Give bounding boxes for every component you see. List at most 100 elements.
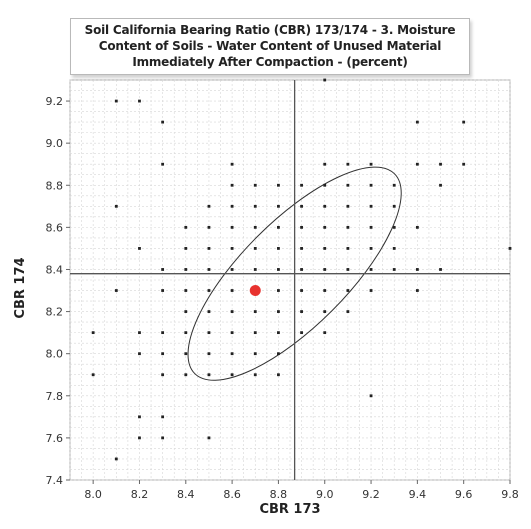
data-point <box>415 225 419 229</box>
x-axis-label: CBR 173 <box>259 502 320 517</box>
grid <box>69 79 511 481</box>
data-point <box>346 268 350 271</box>
data-point <box>392 204 396 208</box>
data-points <box>91 78 512 461</box>
data-point <box>392 183 396 187</box>
data-point <box>253 373 257 377</box>
data-point <box>230 268 234 271</box>
data-point <box>161 373 165 377</box>
chart-title: Soil California Bearing Ratio (CBR) 173/… <box>70 18 470 75</box>
data-point <box>114 204 118 208</box>
data-point <box>462 120 466 124</box>
y-tick-label: 8.2 <box>46 306 64 319</box>
data-point <box>114 457 118 461</box>
data-point <box>207 310 211 313</box>
data-point <box>323 331 327 335</box>
data-point <box>323 204 327 208</box>
data-point <box>277 310 280 313</box>
data-point <box>439 183 442 187</box>
data-point <box>161 415 165 419</box>
data-point <box>207 247 211 250</box>
data-point <box>415 162 419 166</box>
data-point <box>184 331 188 335</box>
data-point <box>161 289 165 292</box>
data-point <box>138 247 141 250</box>
data-point <box>253 310 257 313</box>
data-point <box>161 120 165 124</box>
y-tick-label: 8.0 <box>46 348 64 361</box>
data-point <box>184 225 188 229</box>
data-point <box>346 225 350 229</box>
data-point <box>138 352 141 356</box>
data-point <box>277 268 280 271</box>
x-tick-label: 8.0 <box>84 488 102 501</box>
crosshair <box>70 80 510 480</box>
data-point <box>346 204 350 208</box>
y-tick-label: 8.6 <box>46 221 64 234</box>
data-point <box>161 436 165 440</box>
highlight-layer <box>249 285 261 297</box>
data-point <box>369 162 373 166</box>
data-point <box>369 289 373 292</box>
data-point <box>230 162 234 166</box>
data-point <box>323 162 327 166</box>
data-point <box>300 204 303 208</box>
data-point <box>207 268 211 271</box>
data-point <box>184 247 188 250</box>
data-point <box>184 268 188 271</box>
data-point <box>207 289 211 292</box>
data-point <box>323 78 327 82</box>
data-point <box>253 183 257 187</box>
y-axis-ticks: 7.4 7.6 7.8 8.0 8.2 8.4 8.6 8.8 9.0 9.2 <box>46 95 70 487</box>
data-point <box>277 225 280 229</box>
data-point <box>277 183 280 187</box>
data-point <box>138 331 141 335</box>
data-point <box>114 289 118 292</box>
data-point <box>253 268 257 271</box>
data-point <box>346 247 350 250</box>
data-point <box>161 352 165 356</box>
data-point <box>392 268 396 271</box>
data-point <box>323 183 327 187</box>
x-axis-ticks: 8.0 8.2 8.4 8.6 8.8 9.0 9.2 9.4 9.6 9.8 <box>84 480 519 501</box>
data-point <box>114 99 118 103</box>
data-point <box>161 268 165 271</box>
confidence-ellipse <box>187 166 402 381</box>
data-point <box>207 204 211 208</box>
data-point <box>323 268 327 271</box>
data-point <box>300 247 303 250</box>
data-point <box>415 289 419 292</box>
data-point <box>207 436 211 440</box>
data-point <box>300 331 303 335</box>
data-point <box>138 99 141 103</box>
data-point <box>230 352 234 356</box>
data-point <box>392 225 396 229</box>
x-tick-label: 9.6 <box>455 488 473 501</box>
data-point <box>230 183 234 187</box>
data-point <box>161 331 165 335</box>
data-point <box>277 204 280 208</box>
data-point <box>415 268 419 271</box>
data-point <box>369 247 373 250</box>
data-point <box>346 289 350 292</box>
data-point <box>323 225 327 229</box>
data-point <box>369 268 373 271</box>
data-point <box>346 183 350 187</box>
x-tick-label: 9.4 <box>409 488 427 501</box>
data-point <box>277 331 280 335</box>
data-point <box>207 373 211 377</box>
data-point <box>369 183 373 187</box>
data-point <box>300 289 303 292</box>
x-tick-label: 8.2 <box>131 488 149 501</box>
data-point <box>230 289 234 292</box>
data-point <box>161 162 165 166</box>
y-tick-label: 8.8 <box>46 179 64 192</box>
data-point <box>184 310 188 313</box>
data-point <box>230 373 234 377</box>
data-point <box>91 331 95 335</box>
data-point <box>230 247 234 250</box>
data-point <box>369 225 373 229</box>
data-point <box>439 268 442 271</box>
data-point <box>253 225 257 229</box>
x-tick-label: 9.8 <box>501 488 519 501</box>
